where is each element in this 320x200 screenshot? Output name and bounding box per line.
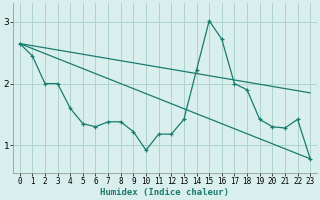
X-axis label: Humidex (Indice chaleur): Humidex (Indice chaleur) [100, 188, 229, 197]
